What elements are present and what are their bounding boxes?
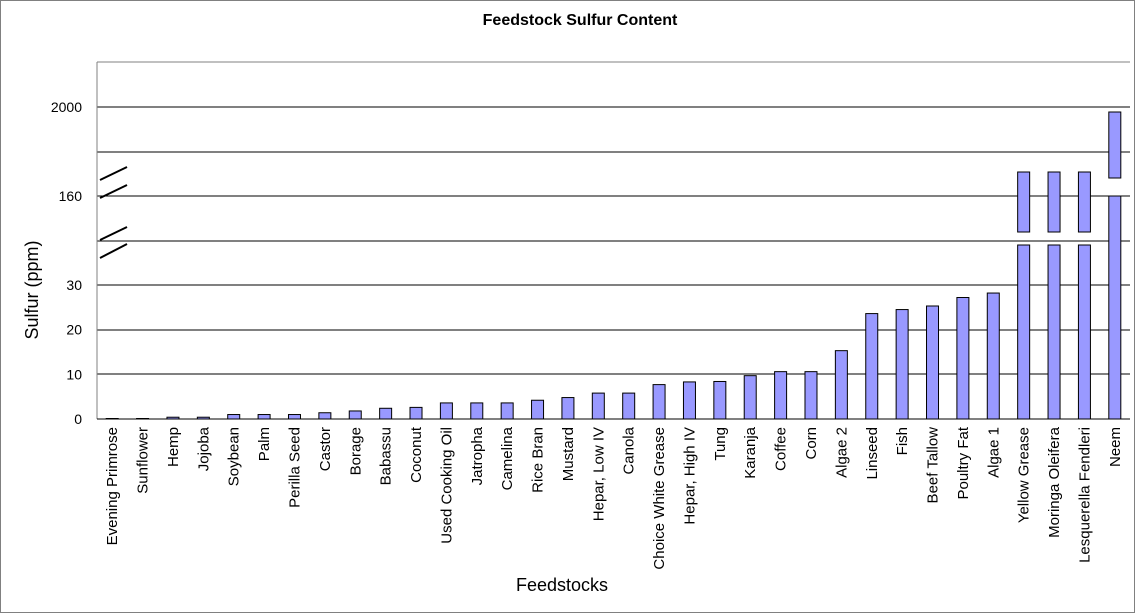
x-tick-label: Poultry Fat: [955, 426, 972, 499]
x-tick-label: Algae 2: [833, 427, 850, 478]
bar: [348, 410, 362, 420]
bar: [500, 402, 514, 420]
y-axis-title: Sulfur (ppm): [22, 240, 42, 339]
bar: [1017, 244, 1031, 420]
bar: [682, 381, 696, 420]
x-tick-label: Neem: [1107, 427, 1124, 467]
bar: [439, 402, 453, 420]
x-tick-label: Lesquerella Fendleri: [1076, 427, 1093, 563]
bar: [865, 313, 879, 420]
bar: [591, 392, 605, 420]
x-tick-label: Palm: [256, 427, 273, 461]
x-tick-label: Camelina: [499, 426, 516, 490]
axis-break-marks: [99, 166, 128, 259]
x-tick-label: Moringa Oleifera: [1046, 426, 1063, 538]
bar: [379, 407, 393, 420]
x-tick-label: Coconut: [408, 426, 425, 483]
bar: [926, 305, 940, 420]
bar: [652, 384, 666, 420]
axis-break-mark: [99, 243, 128, 259]
bar: [227, 414, 241, 420]
bar: [834, 350, 848, 420]
x-tick-label: Karanja: [742, 426, 759, 478]
y-tick-label: 160: [59, 188, 83, 204]
bar: [622, 392, 636, 420]
bar: [531, 399, 545, 420]
axis-break-mark: [99, 226, 128, 241]
x-tick-label: Borage: [347, 427, 364, 475]
bar: [1108, 111, 1122, 179]
bar: [105, 418, 119, 420]
x-tick-label: Canola: [621, 426, 638, 474]
bar: [1017, 171, 1031, 233]
x-tick-label: Jatropha: [469, 426, 486, 485]
bar: [1108, 195, 1122, 420]
x-tick-label: Tung: [712, 427, 729, 461]
x-tick-label: Sunflower: [135, 427, 152, 494]
x-tick-label: Linseed: [864, 427, 881, 480]
x-tick-label: Rice Bran: [530, 427, 547, 493]
axis-break-mark: [99, 184, 128, 199]
bar: [257, 414, 271, 420]
x-tick-label: Algae 1: [985, 427, 1002, 478]
x-tick-label: Corn: [803, 427, 820, 460]
bar: [1077, 244, 1091, 420]
bar: [561, 397, 575, 420]
x-tick-label: Hepar, High IV: [681, 427, 698, 525]
x-tick-label: Used Cooking Oil: [438, 427, 455, 544]
bar: [956, 297, 970, 420]
chart-title: Feedstock Sulfur Content: [483, 12, 678, 29]
x-tick-label: Hepar, Low IV: [590, 427, 607, 521]
bar: [166, 416, 180, 420]
axis-break-mark: [99, 166, 128, 181]
bar: [409, 406, 423, 420]
bar: [1077, 171, 1091, 233]
y-tick-label: 0: [74, 411, 82, 427]
bar: [287, 414, 301, 420]
y-tick-label: 30: [66, 277, 82, 293]
bars: [105, 111, 1122, 420]
x-tick-label: Castor: [317, 427, 334, 471]
y-tick-label: 2000: [51, 99, 82, 115]
x-tick-label: Hemp: [165, 427, 182, 467]
x-tick-labels: Evening Primrose Sunflower Hemp Jojoba Soybe…: [104, 426, 1124, 569]
bar: [895, 309, 909, 420]
x-tick-label: Choice White Grease: [651, 427, 668, 570]
bar: [713, 380, 727, 420]
bar: [470, 402, 484, 420]
x-tick-label: Fish: [894, 427, 911, 455]
x-tick-label: Babassu: [378, 427, 395, 485]
bar: [804, 371, 818, 420]
x-tick-label: Beef Tallow: [925, 427, 942, 504]
bar: [196, 416, 210, 420]
x-tick-label: Yellow Grease: [1016, 427, 1033, 523]
y-tick-label: 10: [66, 366, 82, 382]
x-axis-title: Feedstocks: [516, 575, 608, 595]
bar: [136, 418, 150, 420]
x-tick-label: Coffee: [773, 427, 790, 471]
x-tick-label: Jojoba: [195, 426, 212, 471]
y-tick-labels: 0 10 20 30 160 2000: [51, 99, 82, 427]
x-tick-label: Soybean: [226, 427, 243, 486]
x-tick-label: Perilla Seed: [286, 427, 303, 508]
x-tick-label: Evening Primrose: [104, 427, 121, 545]
x-tick-label: Mustard: [560, 427, 577, 481]
bar: [774, 371, 788, 420]
bar: [986, 292, 1000, 420]
bar: [1047, 171, 1061, 233]
bar: [1047, 244, 1061, 420]
y-tick-label: 20: [66, 322, 82, 338]
bar: [318, 412, 332, 420]
bar: [743, 375, 757, 420]
